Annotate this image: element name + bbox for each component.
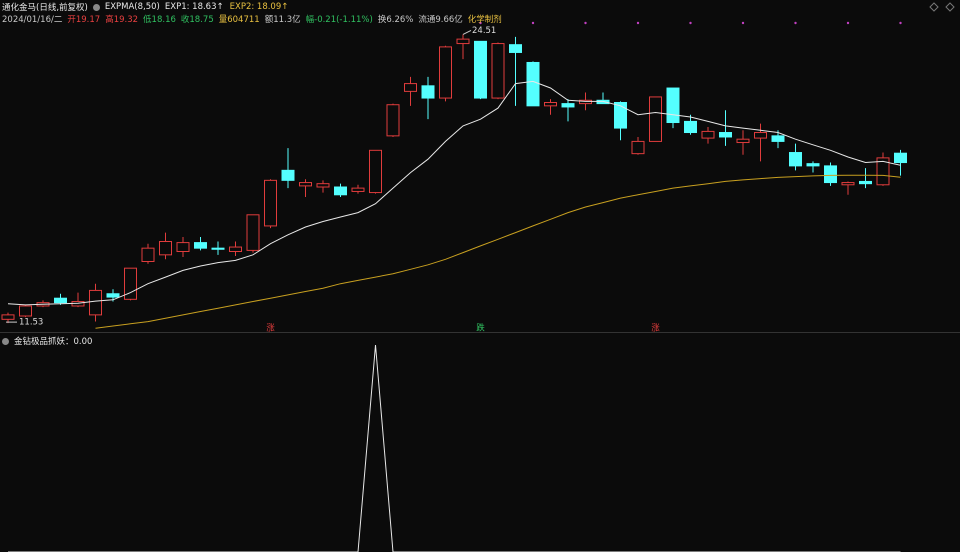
candle-body (876, 157, 890, 186)
candle-body (106, 293, 120, 298)
high-label: 24.51 (472, 26, 496, 36)
indicator: EXPMA(8,50) (104, 2, 160, 12)
candle-body (299, 182, 312, 187)
quote-item: 额11.3亿 (264, 15, 301, 25)
line-exp1 (7, 80, 901, 306)
candle-body (754, 132, 767, 139)
candle-body (806, 163, 820, 167)
candle-body (439, 46, 452, 99)
candle-body (159, 240, 172, 256)
candle-body (316, 183, 330, 188)
icon[interactable] (2, 337, 9, 345)
candle-body (474, 40, 487, 99)
marker-dot (584, 21, 587, 25)
quote-item: 收18.75 (180, 15, 214, 25)
legend: EXP1: 18.63↑ EXP2: 18.09↑ (165, 2, 289, 12)
candle-body (351, 187, 365, 192)
candle-body (1, 314, 15, 320)
signal: 涨 (651, 323, 660, 334)
candle-body (491, 43, 505, 99)
quote-item: 低18.16 (143, 15, 176, 25)
candle-body (54, 297, 67, 304)
header-line-1: 通化金马(日线,前复权) EXPMA(8,50) EXP1: 18.63↑ EXP… (2, 1, 288, 13)
signal: 跌 (476, 323, 485, 334)
candle-body (894, 152, 907, 164)
candle-body (631, 140, 645, 155)
candle-body (824, 165, 837, 184)
sub-title: 金钻极品抓妖：0.00 (14, 337, 93, 347)
candle-body (771, 135, 785, 142)
high-pointer (462, 30, 472, 35)
candle-body (89, 289, 102, 316)
signal: 涨 (266, 323, 275, 334)
candle-body (666, 87, 680, 124)
candle-body (544, 102, 557, 107)
quote-item: 幅-0.21(-1.11%) (305, 15, 373, 25)
candle-body (176, 242, 190, 252)
sub-header: 金钻极品抓妖：0.00 (2, 335, 92, 347)
candle-body (421, 85, 435, 99)
candle-body (456, 38, 470, 45)
candle-body (334, 186, 347, 196)
quote-item: 开19.17 (67, 15, 101, 25)
candle-body (264, 179, 277, 227)
candle-body (386, 104, 400, 137)
window-icons[interactable] (929, 2, 955, 12)
quote-item: 2024/01/16/二 (2, 15, 63, 25)
candle-body (736, 138, 750, 144)
candle-body (579, 99, 592, 105)
sub-line (8, 344, 901, 552)
low-label: 11.53 (19, 318, 43, 328)
candle-body (684, 120, 697, 134)
marker-dot (689, 21, 692, 25)
candle-body (141, 247, 155, 263)
candle-body (701, 130, 715, 139)
quote-item: 换6.26% (377, 15, 414, 25)
icon[interactable] (92, 3, 100, 11)
candle-body (211, 247, 225, 250)
marker-dot (479, 21, 482, 25)
quote-item: 化学制剂 (467, 15, 502, 25)
candle-body (596, 99, 610, 105)
candle-body (789, 152, 802, 167)
legend-entry: EXP2: 18.09↑ (229, 2, 289, 12)
line-exp2 (95, 174, 901, 329)
candle-body (561, 103, 575, 108)
quote-item: 流通9.66亿 (418, 15, 463, 25)
candle-body (649, 96, 662, 142)
candle-body (229, 246, 242, 253)
marker-dot (741, 21, 745, 25)
candle-body (194, 242, 207, 249)
candle-body (614, 102, 627, 129)
candle-body (509, 44, 522, 53)
candle-body (404, 83, 417, 92)
candle-body (719, 132, 732, 138)
candle-body (246, 214, 260, 251)
legend-entry: EXP1: 18.63↑ (164, 2, 224, 12)
title: 通化金马(日线,前复权) (2, 3, 88, 13)
quote-item: 量604711 (218, 15, 260, 25)
candle-body (841, 182, 855, 186)
marker-dot (794, 21, 797, 25)
marker-dot (531, 21, 535, 25)
marker-dot (636, 21, 640, 25)
candle-body (369, 149, 382, 194)
quote-item: 高19.32 (105, 15, 139, 25)
quote-line: 2024/01/16/二 开19.17 高19.32 低18.16 收18.75 量604… (2, 13, 502, 25)
marker-dot (846, 21, 850, 25)
candle-body (859, 180, 872, 185)
candle-body (281, 169, 295, 181)
marker-dot (899, 21, 902, 25)
candle-body (526, 61, 540, 107)
candle-body (19, 305, 32, 317)
